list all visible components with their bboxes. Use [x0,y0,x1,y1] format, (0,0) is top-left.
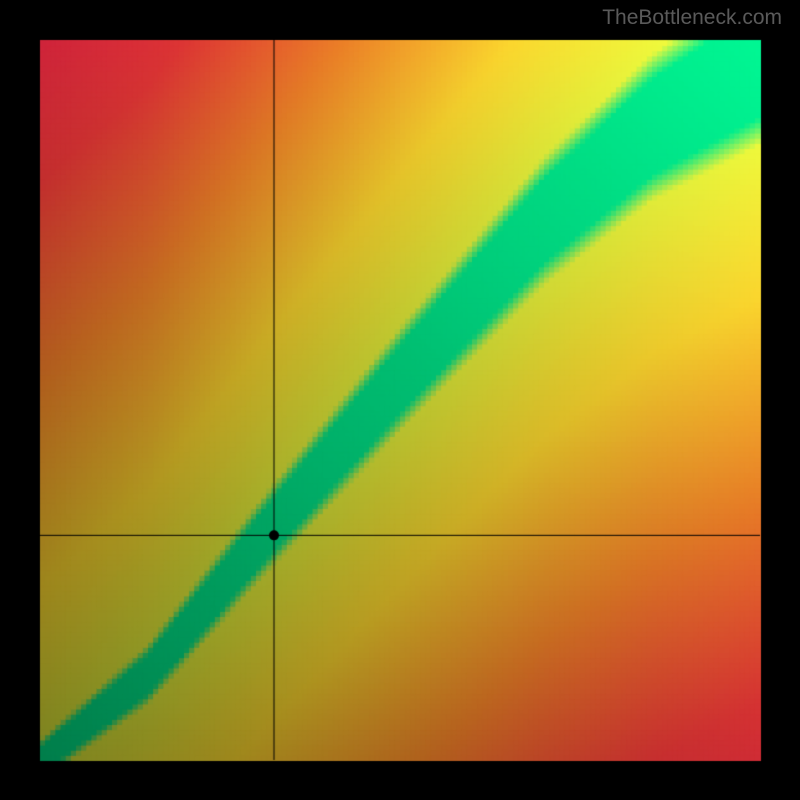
chart-container: TheBottleneck.com [0,0,800,800]
watermark-text: TheBottleneck.com [602,6,782,30]
heatmap-canvas [0,0,800,800]
